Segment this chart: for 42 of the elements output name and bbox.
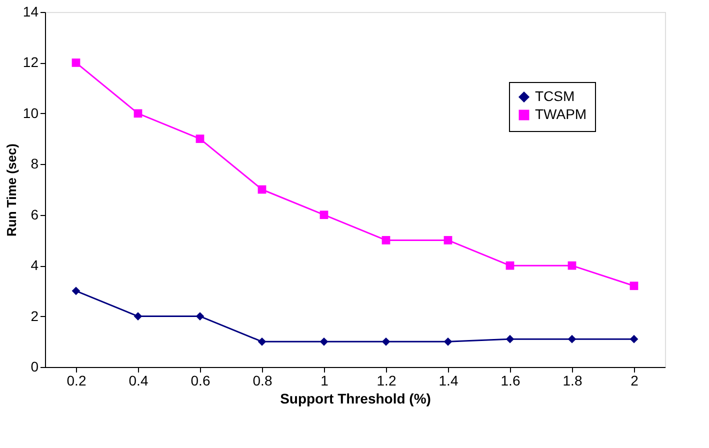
y-tick-label: 10 [22,104,39,121]
x-tick-label: 1.4 [438,372,458,388]
point [382,337,390,346]
x-tick-label: 0.6 [190,372,210,388]
point [506,334,514,344]
point [258,185,266,194]
x-tick-label: 0.4 [128,372,148,388]
point [320,210,328,220]
x-tick-label: 1.6 [500,372,520,388]
y-tick-label: 6 [30,206,39,222]
point [196,134,204,143]
x-tick-label: 1 [320,372,329,388]
x-tick-label: 0.8 [252,372,272,388]
point [320,337,328,346]
x-axis-title: Support Threshold (%) [280,390,431,406]
point [258,337,266,346]
x-tick-label: 0.2 [66,372,86,388]
point [630,334,638,344]
point [506,261,514,270]
x-tick-label: 2 [630,372,639,388]
y-tick-label: 0 [30,358,39,374]
legend-label: TWAPM [535,106,587,122]
point [72,286,80,296]
point [72,58,80,67]
point [134,312,142,320]
point [568,261,576,270]
point [568,334,576,344]
y-tick-label: 2 [30,308,39,324]
point [134,109,142,118]
y-axis-title: Run Time (sec) [4,144,19,236]
legend-label: TCSM [535,88,575,104]
point [196,312,204,320]
point [444,337,452,346]
point [382,236,390,244]
point [630,282,638,290]
x-tick-label: 1.8 [562,372,582,388]
y-tick-label: 4 [30,257,39,274]
x-tick-label: 1.2 [376,372,396,388]
y-tick-label: 8 [30,156,39,172]
point [444,236,452,244]
y-tick-label: 12 [22,54,39,70]
y-tick-label: 14 [22,4,39,20]
